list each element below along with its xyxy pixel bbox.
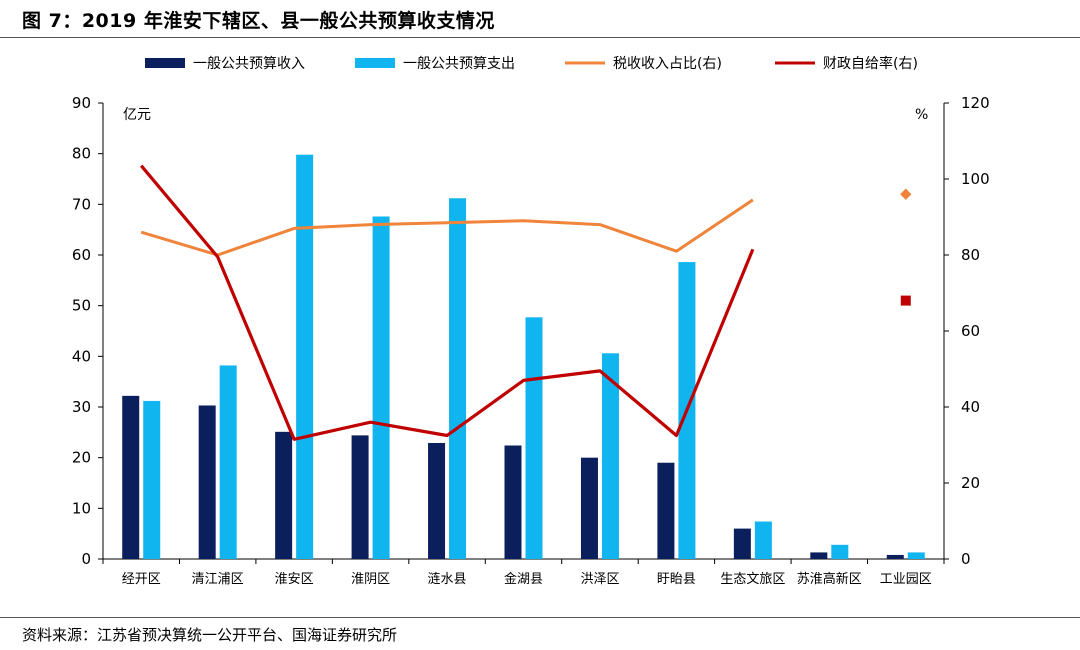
chart-title: 图 7：2019 年淮安下辖区、县一般公共预算收支情况 bbox=[22, 10, 495, 32]
revenue-bar bbox=[275, 431, 293, 559]
right-tick-label: 100 bbox=[961, 170, 990, 188]
x-tick-label: 清江浦区 bbox=[192, 572, 244, 587]
right-axis-unit: % bbox=[915, 107, 928, 123]
x-tick-label: 生态文旅区 bbox=[720, 572, 785, 587]
tax-ratio-marker bbox=[900, 188, 912, 200]
revenue-bar bbox=[580, 457, 598, 559]
left-tick-label: 30 bbox=[72, 398, 91, 416]
bars bbox=[122, 154, 925, 559]
revenue-bar bbox=[657, 462, 675, 559]
left-axis-unit: 亿元 bbox=[123, 107, 151, 123]
legend-swatch bbox=[145, 58, 185, 68]
legend-label: 税收收入占比(右) bbox=[613, 56, 722, 72]
expenditure-bar bbox=[143, 400, 161, 559]
x-tick-label: 涟水县 bbox=[428, 571, 467, 587]
source-note: 资料来源：江苏省预决算统一公开平台、国海证券研究所 bbox=[22, 626, 398, 644]
left-tick-label: 0 bbox=[81, 550, 91, 568]
revenue-bar bbox=[810, 552, 828, 559]
right-tick-label: 40 bbox=[961, 398, 980, 416]
revenue-bar bbox=[504, 445, 522, 559]
revenue-bar bbox=[198, 405, 216, 559]
left-tick-label: 40 bbox=[72, 347, 91, 365]
revenue-bar bbox=[122, 395, 140, 559]
left-tick-label: 90 bbox=[72, 94, 91, 112]
expenditure-bar bbox=[601, 353, 619, 559]
left-tick-label: 20 bbox=[72, 449, 91, 467]
revenue-bar bbox=[733, 528, 751, 559]
expenditure-bar bbox=[907, 552, 925, 559]
chart: 一般公共预算收入 一般公共预算支出 税收收入占比(右) 财政自给率(右) 0 10 20 3… bbox=[72, 55, 990, 587]
expenditure-bar bbox=[296, 154, 314, 559]
self-sufficiency-line bbox=[140, 164, 755, 441]
expenditure-bar bbox=[449, 198, 467, 559]
left-tick-label: 50 bbox=[72, 297, 91, 315]
expenditure-bar bbox=[754, 521, 772, 559]
right-tick-label: 60 bbox=[961, 322, 980, 340]
bottom-rule bbox=[0, 617, 1080, 618]
self-sufficiency-marker bbox=[900, 295, 911, 306]
expenditure-bar bbox=[219, 365, 237, 559]
revenue-bar bbox=[351, 435, 369, 559]
left-tick-label: 70 bbox=[72, 195, 91, 213]
left-tick-label: 80 bbox=[72, 145, 91, 163]
legend-label: 财政自给率(右) bbox=[823, 55, 918, 72]
lines bbox=[140, 164, 912, 441]
top-rule bbox=[0, 37, 1080, 38]
legend-swatch bbox=[355, 58, 395, 68]
expenditure-bar bbox=[831, 544, 849, 559]
left-tick-label: 10 bbox=[72, 499, 91, 517]
right-tick-label: 80 bbox=[961, 246, 980, 264]
x-tick-label: 洪泽区 bbox=[580, 572, 619, 587]
left-tick-label: 60 bbox=[72, 246, 91, 264]
x-tick-label: 盱眙县 bbox=[657, 572, 696, 587]
revenue-bar bbox=[428, 442, 446, 559]
revenue-bar bbox=[886, 554, 904, 559]
right-tick-label: 120 bbox=[961, 94, 990, 112]
x-axis-labels: 经开区 清江浦区 淮安区 淮阴区 涟水县 金湖县 洪泽区 盱眙县 生态文旅区 苏淮高新区 工业园区 bbox=[102, 559, 945, 587]
expenditure-bar bbox=[525, 317, 543, 559]
legend: 一般公共预算收入 一般公共预算支出 税收收入占比(右) 财政自给率(右) bbox=[145, 55, 918, 72]
x-tick-label: 淮阴区 bbox=[351, 572, 390, 587]
tax-ratio-line bbox=[140, 198, 754, 257]
legend-label: 一般公共预算支出 bbox=[403, 56, 515, 72]
x-tick-label: 淮安区 bbox=[275, 572, 314, 587]
left-axis: 0 10 20 30 40 50 60 70 80 90 亿元 bbox=[72, 94, 944, 568]
x-tick-label: 苏淮高新区 bbox=[797, 571, 862, 587]
right-axis: 0 20 40 60 80 100 120% bbox=[915, 94, 990, 568]
right-tick-label: 0 bbox=[961, 550, 971, 568]
x-tick-label: 工业园区 bbox=[880, 572, 932, 587]
x-tick-label: 经开区 bbox=[122, 572, 161, 587]
expenditure-bar bbox=[372, 216, 390, 559]
x-tick-label: 金湖县 bbox=[504, 571, 543, 587]
legend-label: 一般公共预算收入 bbox=[193, 56, 305, 72]
right-tick-label: 20 bbox=[961, 474, 980, 492]
